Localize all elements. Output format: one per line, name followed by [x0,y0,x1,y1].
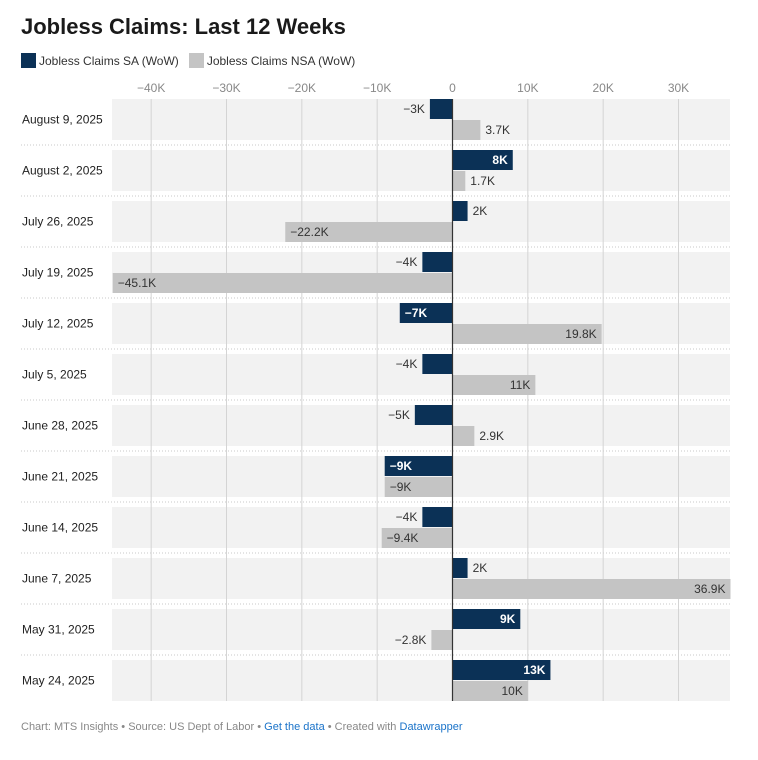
row-background [112,303,730,344]
category-label: June 7, 2025 [22,572,92,586]
bar-sa [452,558,468,578]
legend: Jobless Claims SA (WoW) Jobless Claims N… [21,53,365,68]
bar-nsa [452,681,528,701]
data-label-nsa: −45.1K [118,276,156,290]
data-label-nsa: −9K [390,480,412,494]
bar-nsa [112,273,453,293]
data-label-nsa: 1.7K [470,174,495,188]
row-background [112,354,730,395]
data-label-sa: −9K [390,459,413,473]
bar-sa [414,405,453,425]
x-tick-label: −20K [288,81,316,95]
bar-sa [452,150,513,170]
row-background [112,405,730,446]
data-label-sa: −7K [405,306,428,320]
row-background [112,252,730,293]
category-label: July 26, 2025 [22,215,94,229]
footer-chart-credit: Chart: MTS Insights [21,721,119,733]
data-label-nsa: 36.9K [694,582,725,596]
category-label: June 14, 2025 [22,521,98,535]
data-label-nsa: 19.8K [565,327,596,341]
x-tick-label: 10K [517,81,538,95]
footer-created-prefix: Created with [334,721,397,733]
footer-separator: • [121,721,126,733]
data-label-sa: −4K [396,510,418,524]
data-label-sa: −4K [396,357,418,371]
footer-separator: • [327,721,332,733]
data-label-sa: −3K [403,102,425,116]
row-background [112,456,730,497]
data-label-nsa: −9.4K [387,531,419,545]
data-label-nsa: 3.7K [485,123,510,137]
x-tick-label: 30K [668,81,689,95]
bar-nsa [452,120,481,140]
footer-source: Source: US Dept of Labor [128,721,255,733]
bar-sa [452,660,551,680]
x-tick-label: 20K [592,81,613,95]
bar-nsa [384,477,453,497]
row-background [112,558,730,599]
bar-nsa [452,324,602,344]
x-tick-label: −40K [137,81,165,95]
data-label-sa: 9K [500,612,516,626]
data-label-nsa: 2.9K [479,429,504,443]
bar-sa [422,507,453,527]
x-tick-label: −30K [212,81,240,95]
bar-sa [429,99,453,119]
data-label-sa: 13K [523,663,545,677]
get-data-link[interactable]: Get the data [264,721,325,733]
data-label-nsa: 10K [501,684,522,698]
data-label-nsa: −2.8K [395,633,427,647]
legend-swatch-sa [21,53,36,68]
category-label: June 21, 2025 [22,470,98,484]
data-label-sa: 8K [492,153,508,167]
legend-item-sa: Jobless Claims SA (WoW) [21,53,179,68]
category-label: July 19, 2025 [22,266,94,280]
data-label-sa: 2K [473,561,488,575]
bar-nsa [452,426,475,446]
row-background [112,99,730,140]
bar-nsa [285,222,453,242]
legend-label-nsa: Jobless Claims NSA (WoW) [206,53,356,68]
category-label: August 2, 2025 [22,164,103,178]
category-label: July 12, 2025 [22,317,94,331]
bar-sa [452,609,521,629]
category-label: August 9, 2025 [22,113,103,127]
bar-sa [452,201,468,221]
row-background [112,609,730,650]
datawrapper-link[interactable]: Datawrapper [399,721,463,733]
bar-nsa [431,630,453,650]
x-tick-label: −10K [363,81,391,95]
chart-title: Jobless Claims: Last 12 Weeks [21,14,346,39]
legend-label-sa: Jobless Claims SA (WoW) [39,53,179,68]
data-label-nsa: 11K [510,378,530,392]
row-background [112,660,730,701]
data-label-nsa: −22.2K [290,225,328,239]
category-label: May 24, 2025 [22,674,95,688]
legend-item-nsa: Jobless Claims NSA (WoW) [188,53,356,68]
row-background [112,201,730,242]
category-label: July 5, 2025 [22,368,87,382]
legend-swatch-nsa [188,53,204,68]
row-background [112,507,730,548]
bar-sa [384,456,453,476]
data-label-sa: −4K [396,255,418,269]
bar-sa [422,252,453,272]
footer: Chart: MTS Insights • Source: US Dept of… [21,721,462,733]
category-label: May 31, 2025 [22,623,95,637]
row-background [112,150,730,191]
data-label-sa: −5K [388,408,410,422]
bar-sa [422,354,453,374]
bar-nsa [452,579,731,599]
data-label-sa: 2K [473,204,488,218]
bar-nsa [381,528,453,548]
category-label: June 28, 2025 [22,419,98,433]
footer-separator: • [257,721,262,733]
bar-nsa [452,171,466,191]
bar-sa [399,303,453,323]
bar-nsa [452,375,536,395]
x-tick-label: 0 [449,81,456,95]
